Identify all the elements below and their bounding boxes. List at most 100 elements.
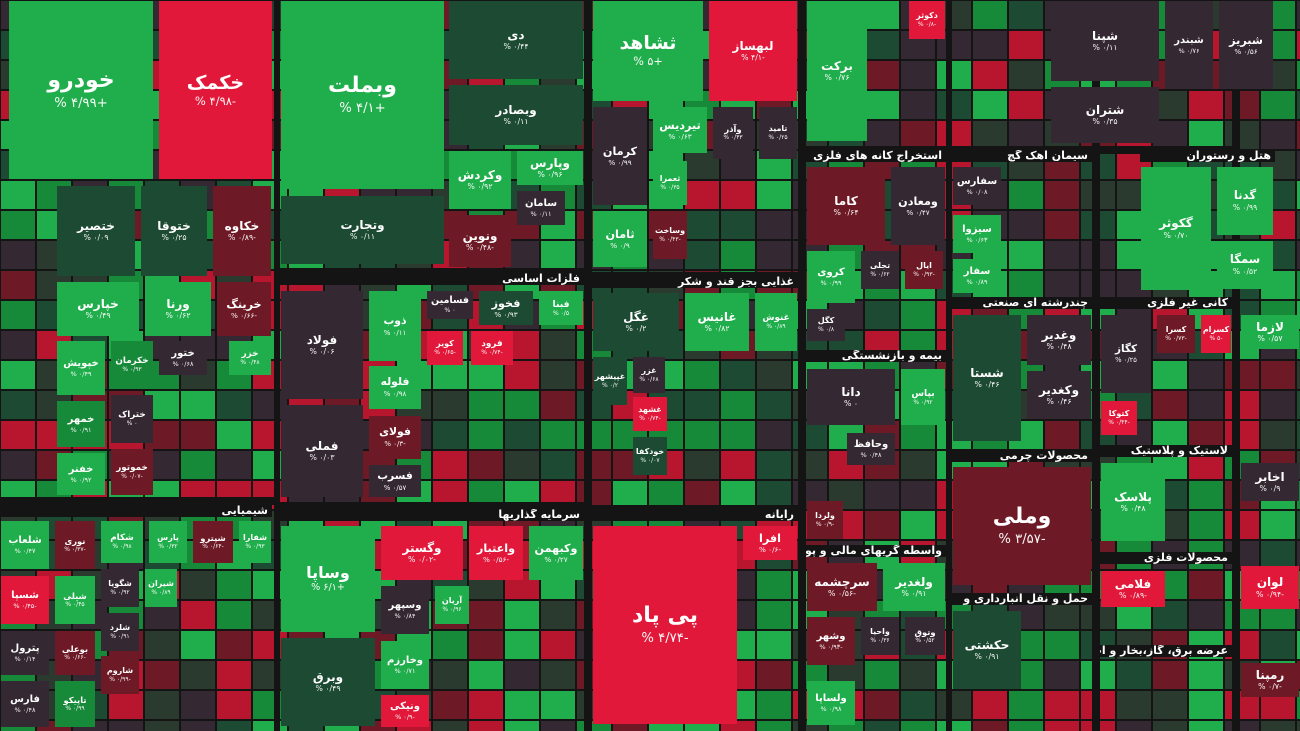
tile: افرا -۰/۶ % [743,526,797,560]
tile: پی پاد -۴/۷۴ % [593,526,737,724]
tile-name: شاروم [106,666,134,676]
filler-tile [505,361,539,389]
filler-tile [613,481,647,509]
filler-tile [901,121,935,149]
filler-tile [505,721,539,731]
filler-tile [145,691,179,719]
tile-change: ۰/۵۲ % [1232,267,1258,277]
filler-tile [757,631,791,659]
tile: گکوثر ۰/۷۰ % [1141,167,1211,290]
tile: شپترو -۰/۶۴ % [193,521,233,563]
filler-tile [361,721,395,731]
tile: وتجارت ۰/۱۱ % [281,196,444,264]
filler-tile [541,241,575,269]
tile-change: -۰/۹۳ % [819,642,843,651]
filler-tile [541,691,575,719]
filler-tile [217,421,251,449]
tile-name: برکت [821,58,853,73]
tile-name: کتوکا [1108,409,1130,419]
tile: خپویش ۰/۴۹ % [57,341,105,395]
tile-change: -۰/۴۵ % [13,601,37,610]
filler-tile [757,211,791,239]
filler-tile [973,1,1007,29]
row-gap [0,497,274,505]
filler-tile [1117,721,1151,731]
tile-change: -۰/۳۷ % [64,546,86,554]
filler-tile [721,211,755,239]
tile-name: کسرا [1165,325,1187,335]
filler-tile [181,631,215,659]
tile: فخوز ۰/۹۳ % [479,291,533,325]
tile: لوان -۰/۹۴ % [1241,566,1299,609]
tile: سمگا ۰/۵۲ % [1217,241,1273,289]
tile: وبصادر ۰/۱۱ % [449,85,583,145]
tile: وتوق ۰/۵۲ % [905,617,945,655]
tile: کروی ۰/۹۹ % [807,251,855,303]
tile: شگویا ۰/۹۲ % [101,569,139,607]
tile: فلوله ۰/۹۸ % [369,366,421,409]
tile-change: ۰/۱۱ % [1092,43,1118,53]
filler-tile [721,181,755,209]
tile: ذوب ۰/۱۱ % [369,291,421,361]
filler-tile [829,721,863,731]
filler-tile [685,451,719,479]
filler-tile [1297,271,1300,299]
tile-change: ۰/۳۶ % [870,636,890,644]
filler-tile [1045,661,1079,689]
tile-change: -۰/۸۹ % [228,233,256,243]
filler-tile [1297,91,1300,119]
tile-change: ۰/۴۸ % [14,705,36,714]
filler-tile [217,391,251,419]
tile-change: -۰/۸ % [917,20,937,28]
filler-tile [901,91,935,119]
sector-header: عرضه برق، گاز،بخار و آب گرم [1100,645,1232,657]
tile-name: تامید [768,124,788,134]
tile-name: شفارا [243,533,267,543]
tile-change: -۵ % [1209,334,1223,342]
filler-tile [1297,421,1300,449]
filler-tile [541,721,575,731]
filler-tile [253,721,287,731]
tile-change: ۰/۴۷ % [906,207,930,217]
tile: شیران ۰/۸۹ % [145,569,177,607]
tile-name: سیزوا [962,223,992,235]
filler-tile [901,661,935,689]
filler-tile [721,721,755,731]
filler-tile [1045,421,1079,449]
tile-change: ۰/۱۱ % [383,327,407,337]
tile-name: شپترو [200,533,226,544]
sector-header: رایانه [592,509,798,521]
tile-name: شسپا [11,589,39,601]
tile: وساپا +۶/۱ % [281,526,375,632]
tile-name: واعتبار [476,541,516,555]
tile-change: ۰/۸۹ % [966,277,988,286]
filler-tile [1045,631,1079,659]
filler-tile [1297,181,1300,209]
filler-tile [1045,241,1079,269]
tile-name: ثشاهد [619,32,677,54]
tile-change: ۰/۹۶ % [442,605,462,613]
filler-tile [1009,121,1043,149]
tile-change: -۰/۹ % [395,712,415,721]
filler-tile [865,31,899,59]
tile-change: ۰/۴۸ % [1046,342,1072,352]
filler-tile [1297,691,1300,719]
tile-name: شکام [110,532,134,543]
tile: برکت ۰/۷۶ % [807,1,867,141]
tile-name: ختراک [118,409,146,420]
filler-tile [1045,271,1079,299]
filler-tile [937,121,971,149]
tile-change: ۰/۹۹ % [820,278,842,287]
filler-tile [865,301,899,329]
filler-tile [973,721,1007,731]
filler-tile [901,451,935,479]
tile-change: ۰/۵ % [552,309,570,317]
tile-change: -۰/۶ % [758,544,782,554]
sector-header: استخراج کانه های فلزی [806,150,946,162]
tile-change: ۰/۹۳ % [494,309,518,319]
tile: شبندر ۰/۷۶ % [1165,1,1213,89]
tile: کسرا -۰/۷۳ % [1157,315,1195,353]
tile-name: افرا [759,531,781,545]
filler-tile [1153,391,1187,419]
filler-tile [1153,361,1187,389]
